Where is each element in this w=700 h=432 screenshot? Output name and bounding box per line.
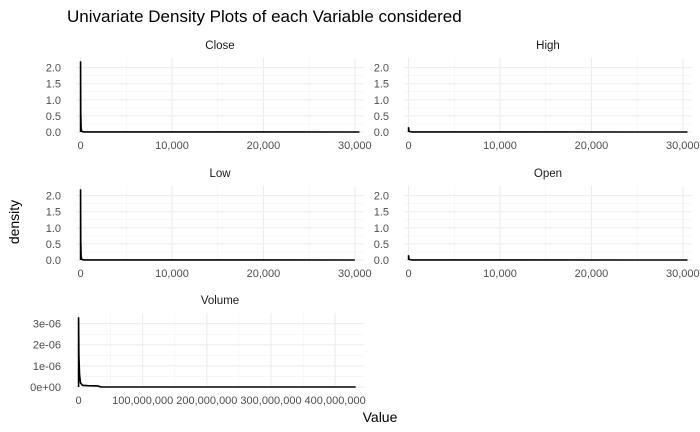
facet-label-close: Close [205,40,234,52]
y-tick-label: 0.5 [374,111,389,123]
x-tick-label: 20,000 [247,140,281,152]
x-tick-label: 200,000,000 [176,395,237,407]
y-tick-label: 2.0 [46,191,61,203]
y-tick-label: 2.0 [46,63,61,75]
x-tick-label: 30,000 [338,140,372,152]
density-line-open [407,255,688,261]
y-tick-label: 1.0 [46,95,61,107]
panel-high: 0 10,000 20,000 30,000 0.0 0.5 1.0 1.5 2.0 High [374,40,700,152]
x-tick-label: 10,000 [483,268,517,280]
x-tick-label: 0 [78,268,84,280]
x-tick-label: 20,000 [575,268,609,280]
y-tick-label: 3e-06 [33,319,61,331]
y-tick-label: 1.5 [374,207,389,219]
y-tick-label: 0.0 [374,255,389,267]
y-tick-label: 1e-06 [33,361,61,373]
x-tick-label: 10,000 [155,268,189,280]
density-line-low [79,189,355,261]
density-line-close [79,61,360,133]
x-tick-label: 400,000,000 [305,395,366,407]
x-tick-label: 0 [78,140,84,152]
y-tick-label: 1.0 [46,223,61,235]
x-tick-label: 30,000 [666,140,700,152]
density-line-high [407,127,688,133]
x-tick-label: 10,000 [155,140,189,152]
y-tick-label: 0.0 [46,127,61,139]
x-tick-label: 100,000,000 [112,395,173,407]
x-tick-label: 30,000 [338,268,372,280]
y-axis-title: density [6,200,22,244]
facet-panels: 0 10,000 20,000 30,0000.00.51.01.52.0Close0… [30,40,700,407]
y-tick-label: 2.0 [374,63,389,75]
x-tick-label: 30,000 [666,268,700,280]
y-tick-label: 2e-06 [33,340,61,352]
x-tick-label: 0 [406,268,412,280]
x-tick-label: 10,000 [483,140,517,152]
y-tick-label: 1.5 [46,79,61,91]
panel-open: 0 10,000 20,000 30,000 0.0 0.5 1.0 1.5 2.0 Open [374,168,700,280]
y-tick-label: 1.0 [374,223,389,235]
y-tick-label: 2.0 [374,191,389,203]
facet-label-low: Low [209,168,231,180]
y-tick-label: 1.0 [374,95,389,107]
y-tick-label: 1.5 [46,207,61,219]
facet-label-volume: Volume [201,295,239,307]
x-tick-label: 0 [76,395,82,407]
x-tick-label: 20,000 [575,140,609,152]
y-tick-label: 0e+00 [30,382,61,394]
x-axis-title: Value [363,409,398,425]
facet-label-open: Open [534,168,562,180]
y-tick-label: 0.0 [46,255,61,267]
density-line-volume [77,317,356,388]
panel-close: 0 10,000 20,000 30,000 0.0 0.5 1.0 1.5 2.0 Close [46,40,372,152]
panel-volume: 0 100,000,000 200,000,000 300,000,000 400,00… [30,295,366,407]
y-tick-label: 0.5 [46,239,61,251]
y-tick-label: 0.5 [374,239,389,251]
y-tick-label: 0.0 [374,127,389,139]
x-tick-label: 20,000 [247,268,281,280]
y-tick-label: 0.5 [46,111,61,123]
x-tick-label: 300,000,000 [240,395,301,407]
panel-low: 0 10,000 20,000 30,000 0.0 0.5 1.0 1.5 2.0 Low [46,168,372,280]
facet-label-high: High [536,40,560,52]
y-tick-label: 1.5 [374,79,389,91]
chart-title: Univariate Density Plots of each Variabl… [67,7,462,26]
x-tick-label: 0 [406,140,412,152]
